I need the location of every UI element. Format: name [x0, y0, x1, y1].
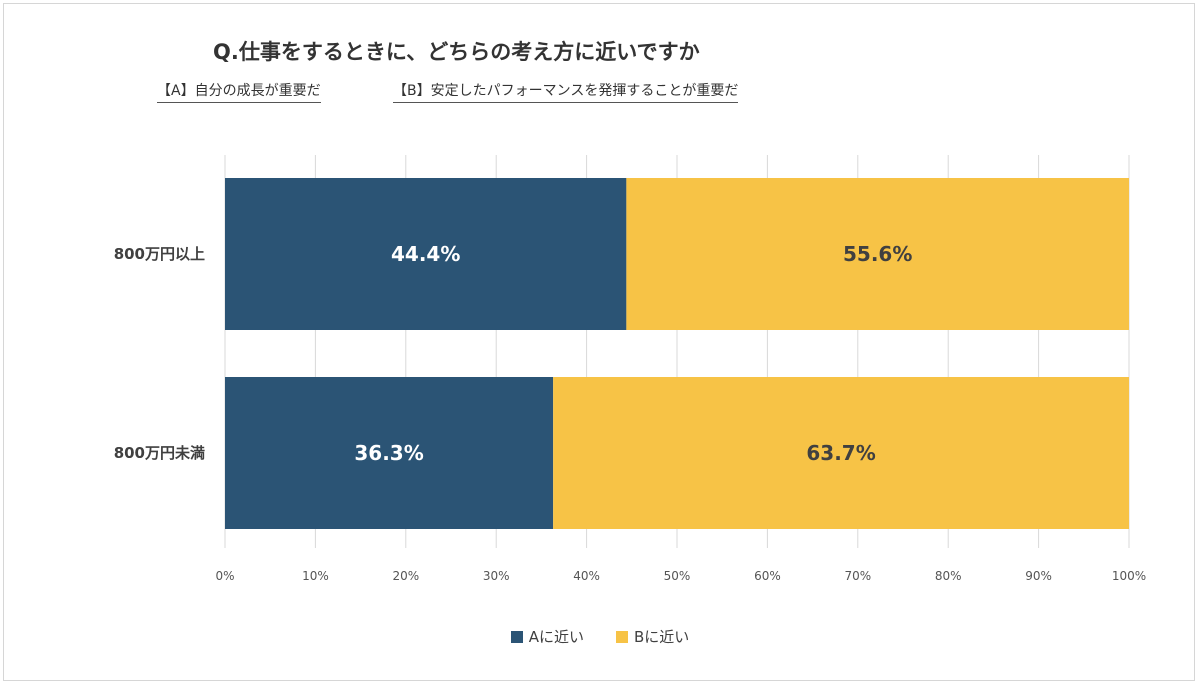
- legend-label-a: Aに近い: [528, 628, 584, 646]
- bars: [225, 178, 1129, 529]
- x-tick-label: 70%: [844, 569, 871, 583]
- legend-label-b: Bに近い: [633, 628, 690, 646]
- data-label: 55.6%: [843, 242, 912, 266]
- x-tick-label: 60%: [754, 569, 781, 583]
- chart-title: Q.仕事をするときに、どちらの考え方に近いですか: [213, 40, 700, 64]
- data-label: 44.4%: [391, 242, 460, 266]
- option-b-label: 【B】安定したパフォーマンスを発揮することが重要だ: [393, 80, 739, 103]
- data-label: 36.3%: [354, 441, 423, 465]
- category-label: 800万円未満: [114, 444, 205, 462]
- legend: Aに近い Bに近い: [0, 626, 1200, 647]
- legend-swatch-b: [615, 630, 628, 643]
- bar-segment: [626, 178, 1129, 330]
- x-tick-label: 20%: [392, 569, 419, 583]
- x-tick-label: 50%: [664, 569, 691, 583]
- x-tick-label: 10%: [302, 569, 329, 583]
- x-tick-label: 0%: [215, 569, 234, 583]
- x-tick-label: 40%: [573, 569, 600, 583]
- data-label: 63.7%: [806, 441, 875, 465]
- x-tick-label: 90%: [1025, 569, 1052, 583]
- x-tick-label: 100%: [1112, 569, 1146, 583]
- option-a-label: 【A】自分の成長が重要だ: [157, 80, 321, 103]
- bar-segment: [553, 377, 1129, 529]
- category-label: 800万円以上: [114, 245, 205, 263]
- legend-swatch-a: [510, 630, 523, 643]
- labels: 0% 10% 20% 30% 40% 50% 60% 70% 80% 90% 100% 800万円以上…: [114, 242, 1146, 583]
- bar-segment: [225, 178, 627, 330]
- x-tick-label: 30%: [483, 569, 510, 583]
- chart-frame: [3, 3, 1195, 681]
- bar-segment: [225, 377, 554, 529]
- legend-item-a: Aに近い: [510, 626, 584, 647]
- legend-item-b: Bに近い: [615, 626, 690, 647]
- x-tick-label: 80%: [935, 569, 962, 583]
